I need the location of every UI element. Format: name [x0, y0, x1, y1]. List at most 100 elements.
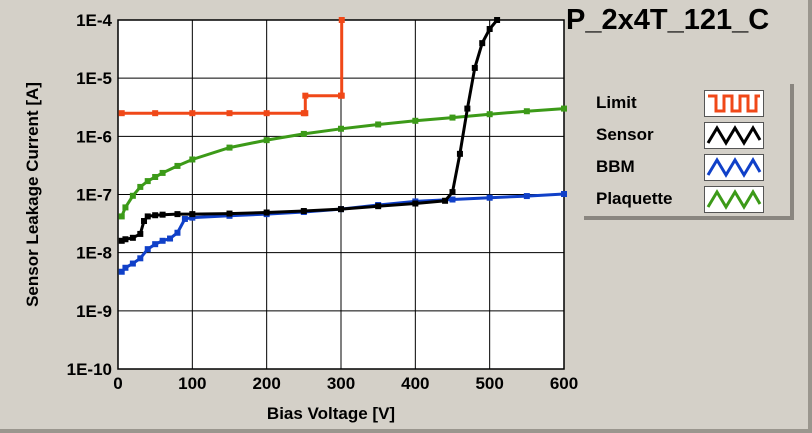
- data-point-plaquette: [375, 121, 382, 128]
- legend-swatch-plaquette: [704, 186, 764, 213]
- legend-label-limit: Limit: [596, 93, 637, 112]
- data-point-sensor: [338, 206, 344, 213]
- data-point-plaquette: [144, 178, 151, 185]
- data-point-bbm: [174, 229, 181, 236]
- data-point-limit: [338, 17, 345, 23]
- data-point-plaquette: [300, 130, 307, 137]
- legend-label-bbm: BBM: [596, 157, 635, 176]
- data-point-bbm: [152, 241, 159, 248]
- data-point-sensor: [442, 197, 449, 204]
- data-point-sensor: [486, 26, 493, 33]
- data-point-sensor: [174, 211, 181, 218]
- data-point-bbm: [137, 255, 144, 262]
- legend-swatch-sensor: [704, 122, 764, 149]
- data-point-plaquette: [486, 111, 493, 118]
- legend: Limit Sensor BBM Plaquette: [584, 84, 794, 220]
- data-point-limit: [189, 110, 196, 117]
- y-tick-label: 1E-8: [76, 244, 112, 263]
- x-tick-label: 600: [550, 374, 578, 393]
- x-tick-label: 100: [178, 374, 206, 393]
- legend-swatch-limit: [704, 90, 764, 117]
- data-point-plaquette: [263, 137, 270, 144]
- y-tick-label: 1E-5: [76, 69, 112, 88]
- data-point-plaquette: [449, 114, 456, 121]
- data-point-bbm: [118, 268, 125, 275]
- data-point-limit: [302, 92, 309, 99]
- data-point-sensor: [471, 64, 478, 71]
- data-point-sensor: [144, 213, 151, 220]
- data-point-bbm: [159, 237, 166, 244]
- data-point-plaquette: [118, 213, 125, 220]
- data-point-bbm: [561, 190, 567, 197]
- data-point-plaquette: [189, 156, 196, 163]
- data-point-bbm: [181, 215, 188, 222]
- chart-title: P_2x4T_121_C: [566, 4, 770, 36]
- x-tick-label: 400: [401, 374, 429, 393]
- data-point-bbm: [144, 246, 151, 253]
- y-axis-title: Sensor Leakage Current [A]: [23, 82, 42, 307]
- data-point-sensor: [118, 237, 125, 244]
- data-point-sensor: [456, 150, 463, 157]
- data-point-plaquette: [523, 108, 530, 115]
- data-point-limit: [152, 110, 159, 117]
- x-tick-label: 500: [475, 374, 503, 393]
- x-tick-label: 0: [113, 374, 122, 393]
- data-point-limit: [263, 110, 270, 117]
- legend-swatch-bbm: [704, 154, 764, 181]
- data-point-plaquette: [412, 117, 419, 124]
- x-tick-label: 300: [327, 374, 355, 393]
- data-point-sensor: [226, 210, 233, 217]
- legend-label-sensor: Sensor: [596, 125, 654, 144]
- data-point-limit: [118, 110, 125, 117]
- data-point-limit: [226, 110, 233, 117]
- data-point-bbm: [449, 196, 456, 203]
- data-point-sensor: [375, 203, 382, 210]
- data-point-plaquette: [226, 144, 233, 151]
- triangle-wave-icon: [706, 125, 762, 146]
- data-point-sensor: [137, 230, 144, 237]
- data-point-sensor: [122, 236, 129, 243]
- data-point-bbm: [523, 193, 530, 200]
- legend-item-plaquette[interactable]: Plaquette: [584, 184, 790, 214]
- data-point-plaquette: [137, 183, 144, 190]
- data-point-sensor: [300, 208, 307, 215]
- data-point-plaquette: [159, 169, 166, 176]
- data-point-bbm: [189, 214, 196, 221]
- data-point-sensor: [152, 212, 159, 219]
- square-wave-icon: [708, 94, 760, 113]
- data-point-limit: [338, 92, 345, 99]
- y-tick-label: 1E-10: [67, 360, 112, 379]
- y-tick-label: 1E-9: [76, 302, 112, 321]
- data-point-plaquette: [129, 192, 136, 199]
- data-point-bbm: [129, 260, 136, 267]
- data-point-sensor: [129, 234, 136, 241]
- data-point-plaquette: [174, 162, 181, 169]
- data-point-sensor: [479, 40, 486, 47]
- data-point-plaquette: [338, 125, 344, 132]
- y-tick-label: 1E-4: [76, 11, 112, 30]
- legend-label-plaquette: Plaquette: [596, 189, 673, 208]
- data-point-sensor: [464, 105, 471, 112]
- y-tick-label: 1E-7: [76, 186, 112, 205]
- data-point-bbm: [167, 235, 174, 242]
- data-point-plaquette: [122, 204, 129, 211]
- legend-item-limit[interactable]: Limit: [584, 88, 790, 118]
- triangle-wave-icon: [706, 157, 762, 178]
- data-point-bbm: [122, 264, 129, 271]
- data-point-plaquette: [561, 105, 567, 112]
- data-point-bbm: [486, 194, 493, 201]
- triangle-wave-icon: [706, 189, 762, 210]
- data-point-sensor: [449, 189, 456, 196]
- data-point-sensor: [412, 200, 419, 207]
- data-point-sensor: [494, 17, 501, 23]
- legend-item-bbm[interactable]: BBM: [584, 152, 790, 182]
- data-point-plaquette: [152, 173, 159, 180]
- x-tick-label: 200: [252, 374, 280, 393]
- data-point-sensor: [263, 209, 270, 216]
- data-point-limit: [302, 110, 309, 117]
- x-axis-title: Bias Voltage [V]: [267, 404, 395, 423]
- legend-item-sensor[interactable]: Sensor: [584, 120, 790, 150]
- y-tick-label: 1E-6: [76, 127, 112, 146]
